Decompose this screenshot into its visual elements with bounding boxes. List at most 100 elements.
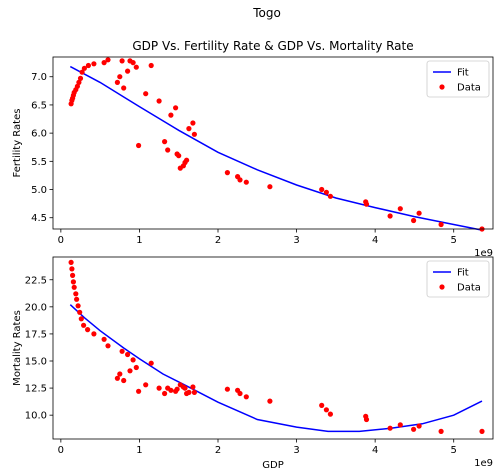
data-point — [162, 390, 168, 397]
data-point — [121, 85, 127, 91]
data-point — [267, 398, 273, 404]
y-tick-label: 15.0 — [25, 357, 47, 368]
data-point — [176, 153, 182, 159]
data-point — [114, 79, 120, 85]
data-point — [125, 68, 131, 74]
data-point — [168, 387, 174, 393]
data-point — [74, 83, 80, 89]
data-point — [133, 364, 139, 371]
data-point — [224, 170, 230, 176]
y-tick-label: 22.5 — [25, 275, 47, 286]
data-point — [267, 184, 273, 190]
data-point — [186, 389, 192, 395]
data-point — [224, 386, 230, 392]
x-tick-label: 4 — [372, 445, 378, 456]
fit-line — [69, 304, 483, 433]
data-point — [143, 382, 149, 388]
fit-line — [69, 65, 483, 231]
y-tick-label: 6.0 — [31, 129, 47, 140]
data-point — [75, 303, 81, 309]
x-tick-label: 5 — [451, 445, 457, 456]
data-point — [130, 60, 136, 66]
legend-label: Data — [457, 83, 481, 94]
data-point — [168, 112, 174, 118]
y-tick-label: 6.5 — [31, 100, 47, 111]
data-point — [105, 343, 111, 349]
data-point — [243, 179, 249, 185]
legend: Fit Data — [426, 260, 490, 298]
legend-label: Fit — [457, 68, 469, 79]
data-point — [186, 126, 192, 132]
data-point — [77, 75, 84, 81]
data-point — [323, 189, 329, 195]
data-point — [121, 377, 127, 384]
data-point — [81, 65, 87, 71]
y-tick-label: 17.5 — [25, 329, 47, 340]
axes-frame — [52, 56, 494, 230]
data-point — [165, 147, 171, 153]
y-tick-label: 5.5 — [31, 157, 47, 168]
x-tick-label: 5 — [451, 235, 457, 246]
data-point — [363, 201, 370, 207]
data-point — [319, 402, 325, 408]
data-point — [133, 64, 139, 70]
data-point — [81, 322, 87, 328]
x-tick-label: 1 — [136, 235, 142, 246]
data-point — [191, 389, 197, 395]
data-point — [74, 296, 80, 302]
legend: Fit Data — [426, 60, 490, 98]
data-point — [363, 416, 370, 423]
y-axis-label: Fertility Rates — [12, 109, 23, 178]
x-axis-label: GDP — [262, 460, 283, 471]
data-point — [119, 348, 125, 354]
data-point — [173, 105, 179, 111]
data-point — [190, 120, 196, 126]
x-tick-label: 4 — [372, 235, 378, 246]
data-point — [416, 423, 422, 429]
data-point — [148, 62, 154, 69]
data-point — [479, 428, 485, 434]
data-point — [174, 386, 180, 392]
data-point — [387, 213, 393, 219]
data-point — [114, 375, 120, 381]
data-point — [68, 259, 74, 265]
data-point — [162, 139, 168, 145]
data-point — [119, 58, 125, 64]
data-point — [136, 388, 142, 394]
data-point — [70, 272, 76, 278]
x-tick-label: 2 — [215, 445, 221, 456]
data-point — [127, 368, 133, 374]
data-point — [148, 360, 154, 366]
data-point — [125, 351, 131, 358]
legend-marker-swatch — [439, 84, 445, 90]
data-point — [182, 385, 188, 391]
data-point — [237, 177, 243, 183]
data-point — [397, 206, 403, 212]
x-tick-label: 0 — [58, 445, 64, 456]
data-point — [78, 316, 84, 322]
axes-frame — [52, 256, 494, 440]
y-tick-label: 10.0 — [25, 411, 47, 422]
data-point — [71, 284, 77, 290]
x-tick-label: 3 — [293, 235, 299, 246]
data-point — [91, 61, 97, 67]
data-point — [91, 331, 97, 337]
data-point — [190, 384, 196, 390]
data-point — [117, 371, 123, 377]
x-offset-text: 1e9 — [474, 248, 493, 259]
data-point — [397, 422, 403, 428]
data-point — [117, 74, 123, 80]
subplot-title: GDP Vs. Fertility Rate & GDP Vs. Mortali… — [132, 39, 413, 53]
data-point — [156, 98, 162, 104]
data-point — [85, 62, 91, 69]
data-point — [136, 142, 142, 149]
data-point — [237, 390, 243, 397]
data-point — [411, 217, 417, 224]
data-point — [73, 291, 79, 297]
fertility-subplot: GDP Vs. Fertility Rate & GDP Vs. Mortali… — [12, 39, 494, 259]
data-point — [85, 327, 91, 333]
data-point — [191, 131, 197, 137]
y-tick-label: 5.0 — [31, 185, 47, 196]
data-point — [184, 157, 190, 163]
